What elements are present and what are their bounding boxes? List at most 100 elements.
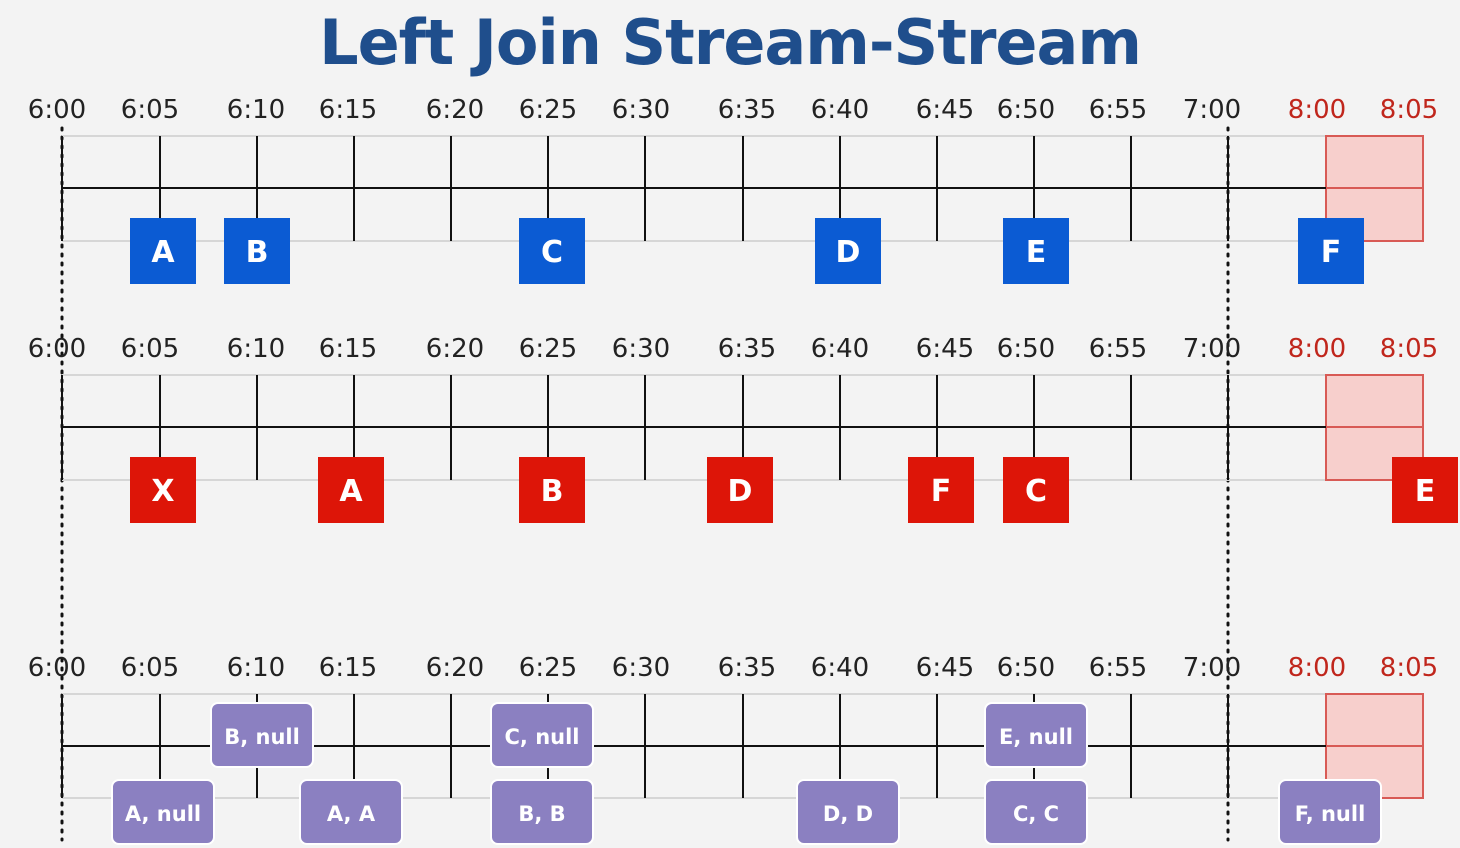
result-box [490,779,594,845]
tick-label: 6:00 [28,653,86,683]
event-label: C [1025,474,1047,509]
late-tick-label: 8:00 [1288,334,1346,364]
tick-label: 6:05 [121,334,179,364]
tick-label: 7:00 [1183,334,1241,364]
event-box [224,218,290,284]
tick-label: 6:20 [426,653,484,683]
right-event-x: X [130,457,196,523]
event-box [815,218,881,284]
tick-label: 6:50 [997,95,1055,125]
join-result-e-null: E, null [984,702,1088,768]
event-box [908,457,974,523]
tick-label: 6:30 [612,95,670,125]
late-tick-label: 8:05 [1380,95,1438,125]
result-box [1278,779,1382,845]
tick-label: 6:25 [519,334,577,364]
join-output-timeline: 6:00 6:05 6:10 6:15 6:20 6:25 6:30 6:35 6:40 6:45… [28,653,1438,845]
event-label: C [541,235,563,270]
tick-label: 6:10 [227,653,285,683]
right-stream-timeline: 6:00 6:05 6:10 6:15 6:20 6:25 6:30 6:35 6:40 6:45… [28,334,1458,523]
tick-label: 6:50 [997,334,1055,364]
tick-label: 6:15 [319,334,377,364]
event-label: F [1321,235,1342,270]
tick-label: 6:40 [811,334,869,364]
join-result-c-c: C, C [984,779,1088,845]
event-label: E [1415,474,1436,509]
tick-label: 6:45 [916,653,974,683]
result-label: E, null [999,725,1073,749]
late-tick-label: 8:05 [1380,653,1438,683]
tick-label: 6:15 [319,653,377,683]
event-box [519,218,585,284]
join-result-b-null: B, null [210,702,314,768]
event-label: B [246,235,269,270]
right-event-f: F [908,457,974,523]
tick-label: 6:25 [519,653,577,683]
result-label: C, C [1013,802,1059,826]
tick-label: 6:45 [916,334,974,364]
tick-label: 6:50 [997,653,1055,683]
event-label: B [541,474,564,509]
right-event-c: C [1003,457,1069,523]
event-box [519,457,585,523]
left-event-f: F [1298,218,1364,284]
late-tick-label: 8:00 [1288,95,1346,125]
event-label: E [1026,235,1047,270]
result-box [111,779,215,845]
tick-label: 6:05 [121,95,179,125]
page-title: Left Join Stream-Stream [319,6,1142,79]
late-tick-label: 8:05 [1380,334,1438,364]
tick-label: 6:35 [718,334,776,364]
late-tick-label: 8:00 [1288,653,1346,683]
left-event-b: B [224,218,290,284]
right-event-d: D [707,457,773,523]
left-event-a: A [130,218,196,284]
tick-label: 6:55 [1089,653,1147,683]
result-label: B, B [518,802,565,826]
tick-label: 6:10 [227,95,285,125]
tick-label: 6:45 [916,95,974,125]
tick-label: 6:35 [718,95,776,125]
left-stream-timeline: 6:00 6:05 6:10 6:15 6:20 6:25 6:30 6:35 6:40 6:45… [28,95,1438,284]
event-box [1003,457,1069,523]
right-event-b: B [519,457,585,523]
join-result-b-b: B, B [490,779,594,845]
tick-label: 6:40 [811,653,869,683]
right-event-a: A [318,457,384,523]
tick-label: 6:55 [1089,95,1147,125]
tick-label: 6:30 [612,653,670,683]
result-label: A, A [327,802,376,826]
join-result-a-a: A, A [299,779,403,845]
event-box [318,457,384,523]
event-label: A [339,474,363,509]
result-label: A, null [125,802,201,826]
tick-label: 7:00 [1183,653,1241,683]
tick-label: 6:10 [227,334,285,364]
result-box [210,702,314,768]
result-box [984,779,1088,845]
join-result-a-null: A, null [111,779,215,845]
left-event-d: D [815,218,881,284]
left-event-c: C [519,218,585,284]
right-event-e: E [1392,457,1458,523]
tick-label: 6:40 [811,95,869,125]
event-box [1392,457,1458,523]
tick-label: 6:15 [319,95,377,125]
result-label: D, D [823,802,873,826]
event-label: D [728,474,753,509]
result-box [796,779,900,845]
event-box [130,218,196,284]
tick-label: 6:00 [28,334,86,364]
tick-label: 6:20 [426,334,484,364]
tick-label: 6:05 [121,653,179,683]
tick-label: 7:00 [1183,95,1241,125]
event-box [1298,218,1364,284]
result-label: B, null [224,725,300,749]
join-result-f-null: F, null [1278,779,1382,845]
event-label: D [836,235,861,270]
result-box [490,702,594,768]
tick-label: 6:30 [612,334,670,364]
left-event-e: E [1003,218,1069,284]
tick-label: 6:20 [426,95,484,125]
